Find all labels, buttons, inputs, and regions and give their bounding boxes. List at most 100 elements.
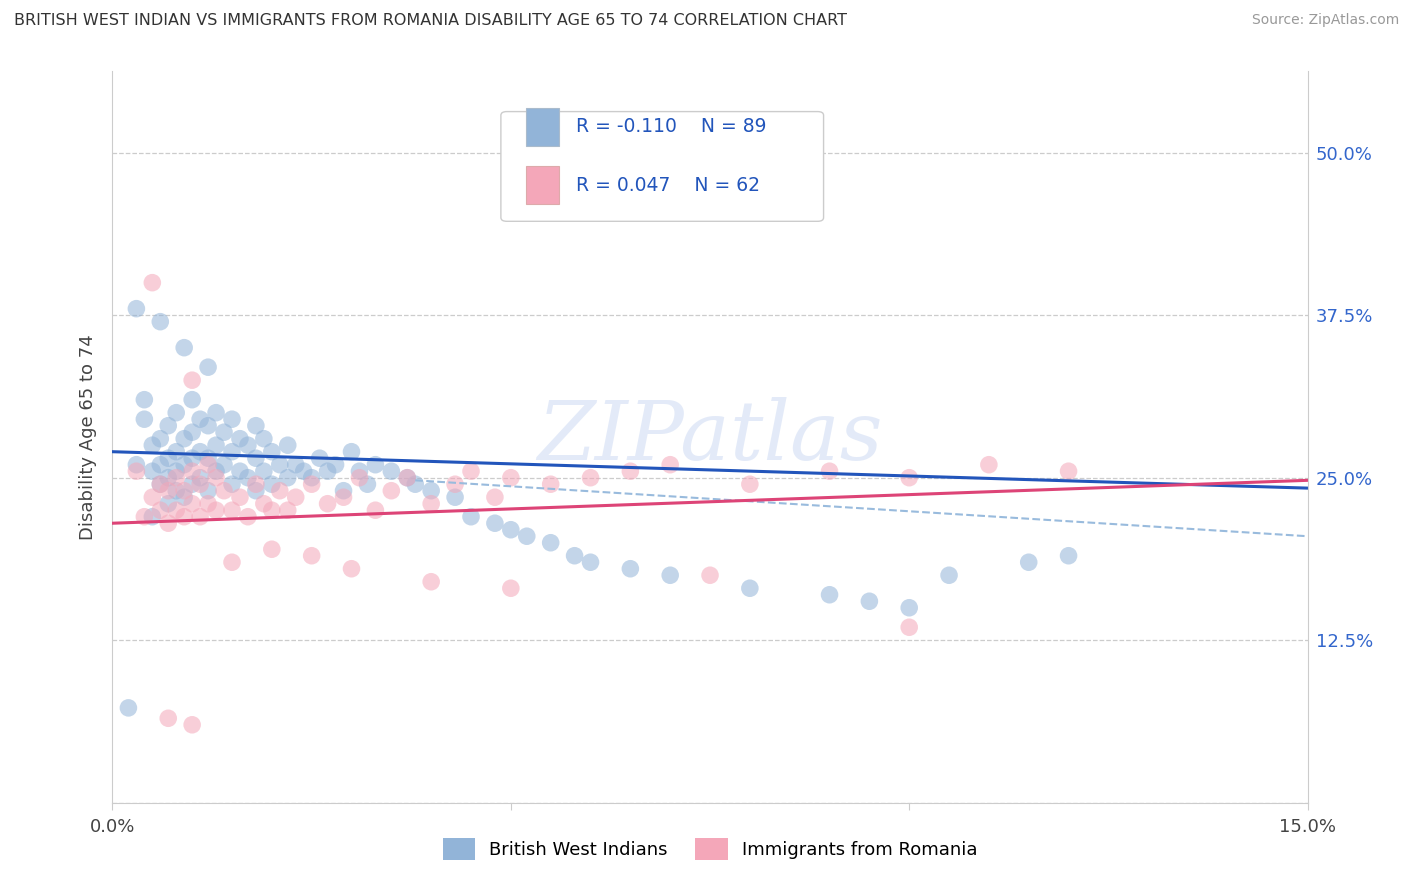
Point [212,425,235,440]
Point [659,568,682,582]
Point [188,444,211,458]
Text: Source: ZipAtlas.com: Source: ZipAtlas.com [1251,13,1399,28]
Point [484,516,506,531]
Point [149,503,172,517]
Point [205,503,228,517]
Point [349,464,371,478]
Point [188,477,211,491]
Point [277,503,299,517]
Point [260,503,283,517]
Point [540,477,562,491]
Point [818,588,841,602]
Point [141,438,163,452]
Point [181,392,204,407]
Point [898,600,921,615]
Point [1057,464,1080,478]
Text: BRITISH WEST INDIAN VS IMMIGRANTS FROM ROMANIA DISABILITY AGE 65 TO 74 CORRELATI: BRITISH WEST INDIAN VS IMMIGRANTS FROM R… [14,13,846,29]
Point [165,471,187,485]
Point [134,412,156,426]
Point [181,497,204,511]
Point [340,444,363,458]
Point [197,497,219,511]
Point [141,490,163,504]
Point [221,477,243,491]
Point [349,471,371,485]
Point [221,412,243,426]
Point [188,509,211,524]
Point [898,471,921,485]
Point [221,503,243,517]
Point [340,562,363,576]
FancyBboxPatch shape [501,112,824,221]
Point [117,701,139,715]
Point [738,477,761,491]
Point [444,490,467,504]
FancyBboxPatch shape [526,108,560,146]
Point [284,490,307,504]
Point [460,464,482,478]
Point [579,555,602,569]
Point [229,432,252,446]
Point [858,594,880,608]
Point [332,490,354,504]
Point [699,568,721,582]
Point [165,406,187,420]
Point [380,483,402,498]
Point [236,438,259,452]
Point [253,432,276,446]
Point [499,471,522,485]
Point [197,451,219,466]
Point [308,451,330,466]
Point [1018,555,1040,569]
Point [197,483,219,498]
Point [181,451,204,466]
Y-axis label: Disability Age 65 to 74: Disability Age 65 to 74 [79,334,97,540]
Point [245,451,267,466]
Point [277,471,299,485]
Point [165,483,187,498]
Point [659,458,682,472]
Point [197,418,219,433]
Point [181,373,204,387]
Point [269,458,291,472]
Point [149,477,172,491]
Point [619,464,641,478]
Point [260,542,283,557]
Point [818,464,841,478]
Point [396,471,419,485]
Point [260,477,283,491]
Point [221,444,243,458]
Point [564,549,586,563]
Point [245,418,267,433]
Point [134,509,156,524]
Point [236,509,259,524]
Point [269,483,291,498]
Point [301,549,323,563]
Point [420,574,443,589]
Text: ZIPatlas: ZIPatlas [537,397,883,477]
Point [292,464,315,478]
Point [205,406,228,420]
Point [173,458,195,472]
Point [460,509,482,524]
Point [125,458,148,472]
Legend: British West Indians, Immigrants from Romania: British West Indians, Immigrants from Ro… [436,830,984,867]
Point [396,471,419,485]
Point [157,471,180,485]
Point [173,509,195,524]
Point [188,471,211,485]
Point [356,477,378,491]
Point [977,458,1000,472]
Point [229,490,252,504]
Point [212,458,235,472]
Point [260,444,283,458]
Point [540,535,562,549]
Text: R = 0.047    N = 62: R = 0.047 N = 62 [576,176,761,195]
Point [332,483,354,498]
Point [738,581,761,595]
Point [197,458,219,472]
Point [284,458,307,472]
Point [157,497,180,511]
Point [420,497,443,511]
Point [301,477,323,491]
